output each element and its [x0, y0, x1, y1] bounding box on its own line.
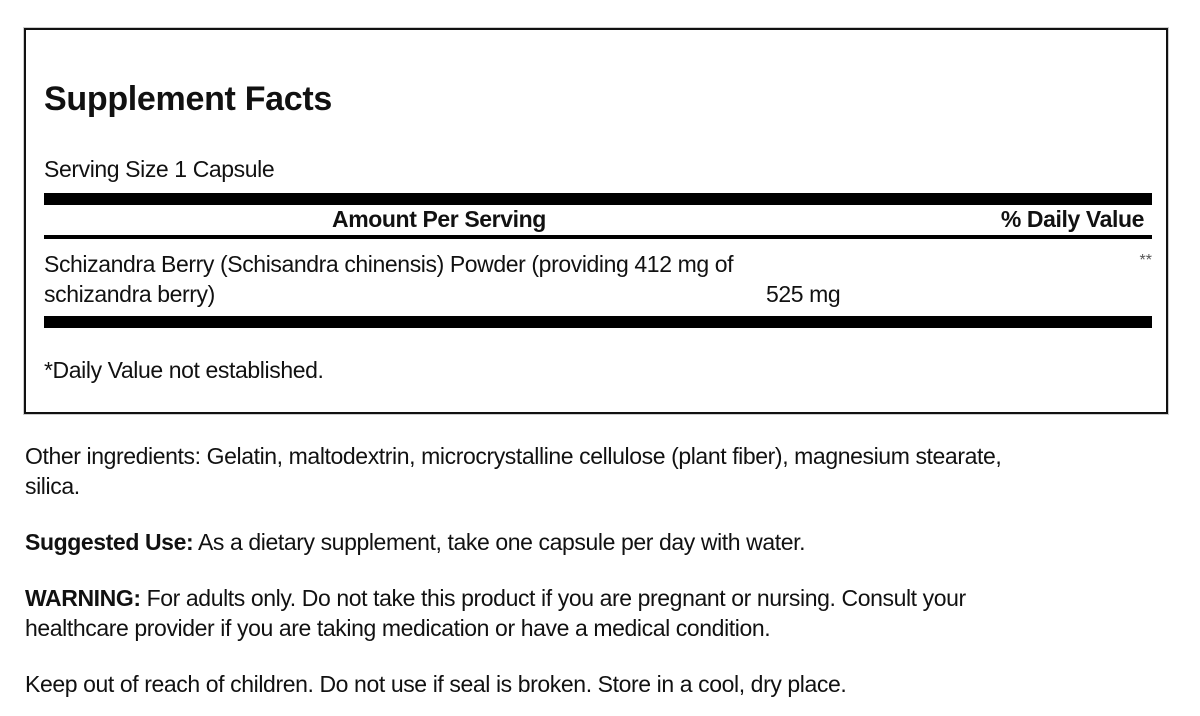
suggested-use: Suggested Use: As a dietary supplement, … — [25, 529, 806, 556]
warning-line1: WARNING: For adults only. Do not take th… — [25, 585, 966, 612]
ingredient-amount: 525 mg — [766, 281, 841, 307]
thin-divider — [44, 235, 1152, 239]
footnote: *Daily Value not established. — [44, 357, 324, 383]
warning-text: For adults only. Do not take this produc… — [140, 585, 967, 611]
header-amount-per-serving: Amount Per Serving — [332, 206, 546, 232]
other-ingredients-line2: silica. — [25, 473, 80, 499]
warning-label: WARNING: — [25, 585, 141, 611]
other-ingredients-line1: Other ingredients: Gelatin, maltodextrin… — [25, 443, 1002, 469]
thick-divider — [44, 193, 1152, 205]
header-daily-value: % Daily Value — [1000, 206, 1145, 232]
ingredient-name-line1: Schizandra Berry (Schisandra chinensis) … — [44, 251, 734, 277]
storage-instructions: Keep out of reach of children. Do not us… — [25, 671, 847, 697]
warning-line2: healthcare provider if you are taking me… — [25, 615, 771, 641]
suggested-use-text: As a dietary supplement, take one capsul… — [193, 529, 806, 555]
thick-divider-bottom — [44, 316, 1152, 328]
panel-title: Supplement Facts — [44, 80, 333, 118]
ingredient-daily-value: ** — [1139, 252, 1152, 269]
serving-size: Serving Size 1 Capsule — [44, 156, 275, 182]
supplement-facts-panel: Supplement Facts Serving Size 1 Capsule … — [24, 28, 1168, 414]
suggested-use-label: Suggested Use: — [25, 529, 194, 555]
ingredient-name-line2: schizandra berry) — [44, 281, 215, 307]
